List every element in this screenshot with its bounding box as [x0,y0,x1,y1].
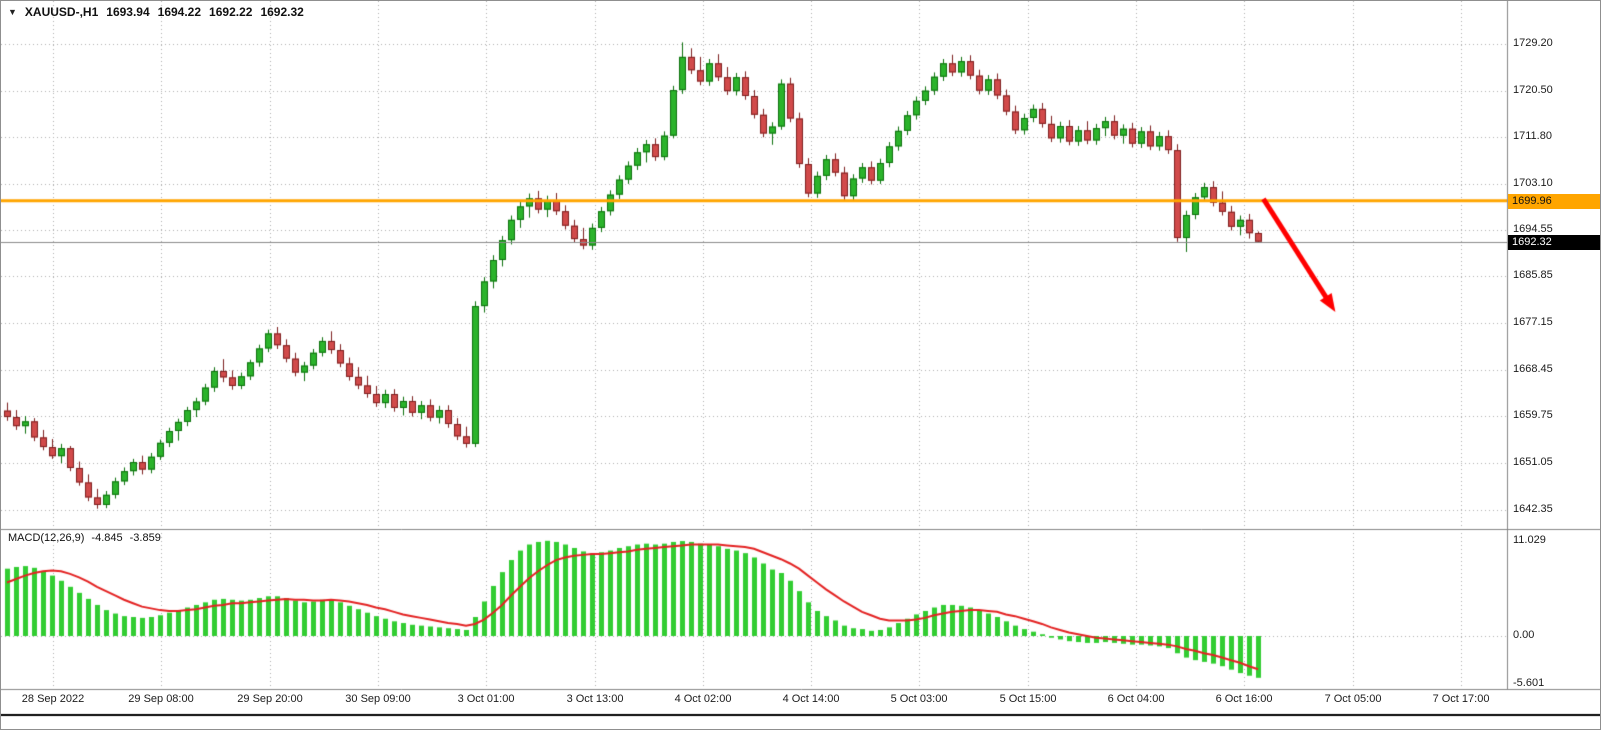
ohlc-low: 1692.22 [209,5,253,19]
macd-axis-label: 11.029 [1513,533,1546,546]
price-axis[interactable]: 1729.20 1720.50 1711.80 1703.10 1694.55 1685.… [1507,1,1600,689]
time-axis-label: 5 Oct 03:00 [890,693,948,705]
ohlc-high: 1694.22 [157,5,202,19]
time-axis-label: 29 Sep 20:00 [237,693,303,705]
time-axis-label: 29 Sep 08:00 [128,693,194,705]
time-axis[interactable]: 28 Sep 2022 29 Sep 08:00 29 Sep 20:00 30 Se… [1,693,1507,713]
price-axis-label: 1642.35 [1513,502,1553,515]
macd-main-value: -4.845 [91,532,123,544]
price-axis-label: 1711.80 [1513,130,1552,143]
macd-axis-label: 0.00 [1513,629,1535,641]
time-axis-label: 3 Oct 01:00 [457,693,515,705]
horizontal-line-price-badge[interactable]: 1699.96 [1508,193,1600,209]
price-axis-label: 1668.45 [1513,362,1553,375]
time-axis-label: 30 Sep 09:00 [345,693,411,705]
macd-axis-label: -5.601 [1513,677,1545,690]
chevron-down-icon[interactable]: ▼ [8,7,17,17]
time-axis-label: 28 Sep 2022 [21,693,85,705]
time-axis-label: 4 Oct 02:00 [674,693,732,705]
chart-header: ▼ XAUUSD-,H1 1693.94 1694.22 1692.22 169… [8,5,304,19]
time-axis-label: 7 Oct 05:00 [1324,693,1382,705]
price-axis-label: 1651.05 [1513,455,1553,468]
price-axis-label: 1720.50 [1513,83,1553,96]
price-axis-label: 1694.55 [1513,222,1553,235]
time-axis-label: 5 Oct 15:00 [999,693,1057,705]
ohlc-close: 1692.32 [260,5,304,19]
price-axis-label: 1659.75 [1513,409,1553,422]
symbol-timeframe-label: XAUUSD-,H1 [24,5,99,19]
ohlc-open: 1693.94 [106,5,150,19]
macd-axis: 11.029 0.00 -5.601 [1507,1,1600,690]
time-axis-label: 4 Oct 14:00 [782,693,840,705]
time-axis-label: 7 Oct 17:00 [1432,693,1490,705]
price-axis-label: 1685.85 [1513,269,1553,282]
price-axis-label: 1703.10 [1513,176,1553,189]
price-axis-label: 1729.20 [1513,37,1553,49]
macd-indicator-label: MACD(12,26,9) -4.845 -3.859 [8,532,161,544]
price-axis-label: 1677.15 [1513,315,1553,328]
bid-price-badge: 1692.32 [1508,234,1600,250]
time-axis-label: 3 Oct 13:00 [566,693,624,705]
macd-name: MACD(12,26,9) [8,532,85,544]
time-axis-label: 6 Oct 16:00 [1215,693,1273,705]
time-axis-label: 6 Oct 04:00 [1107,693,1165,705]
macd-signal-value: -3.859 [129,532,161,544]
